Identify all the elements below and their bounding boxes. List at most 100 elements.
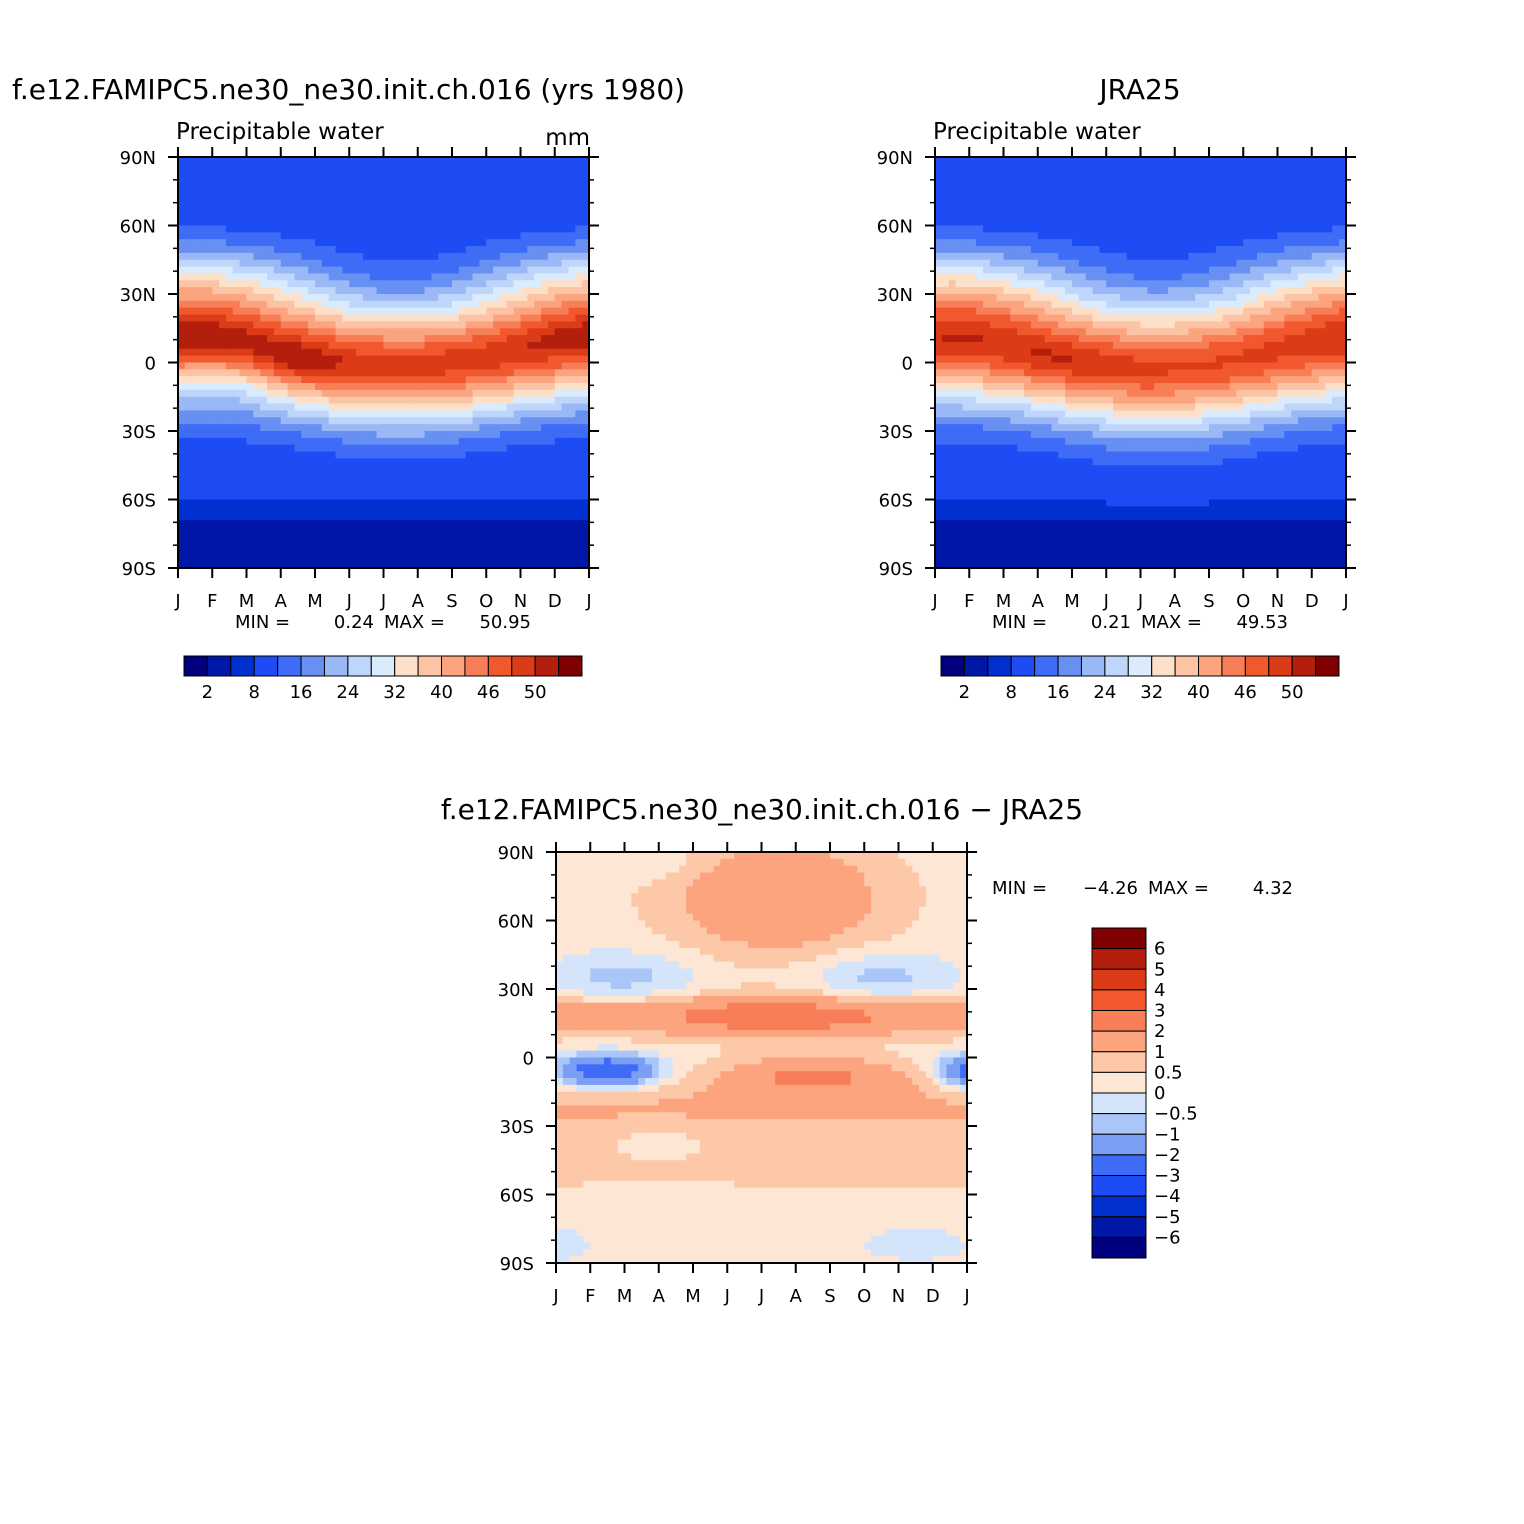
- field-cell: [219, 335, 227, 343]
- field-cell: [561, 472, 570, 480]
- field-cell: [294, 218, 302, 227]
- field-cell: [1243, 266, 1251, 275]
- field-cell: [410, 259, 419, 268]
- field-cell: [969, 259, 977, 268]
- field-cell: [554, 211, 563, 220]
- field-cell: [383, 204, 391, 213]
- field-cell: [534, 266, 542, 275]
- field-cell: [1167, 225, 1176, 233]
- field-cell: [541, 554, 549, 562]
- field-cell: [520, 259, 528, 268]
- field-cell: [575, 499, 583, 507]
- field-cell: [315, 424, 323, 432]
- field-cell: [1167, 163, 1176, 172]
- field-cell: [582, 554, 590, 562]
- field-cell: [239, 526, 248, 535]
- field-cell: [397, 520, 405, 528]
- field-cell: [1311, 204, 1320, 213]
- field-cell: [369, 191, 378, 199]
- field-cell: [267, 410, 275, 418]
- field-cell: [554, 348, 563, 357]
- field-cell: [1339, 177, 1347, 185]
- field-cell: [1202, 177, 1210, 185]
- field-cell: [1277, 259, 1285, 268]
- field-cell: [225, 376, 234, 384]
- field-cell: [955, 294, 963, 302]
- field-cell: [1174, 163, 1183, 172]
- field-cell: [376, 239, 385, 247]
- field-cell: [390, 389, 398, 398]
- field-cell: [1167, 184, 1176, 192]
- field-cell: [520, 280, 528, 288]
- field-cell: [205, 157, 213, 165]
- field-cell: [554, 294, 563, 302]
- field-cell: [1037, 157, 1046, 165]
- field-cell: [376, 211, 385, 220]
- field-cell: [253, 396, 261, 405]
- field-cell: [499, 389, 508, 398]
- field-cell: [486, 170, 494, 179]
- field-cell: [568, 492, 576, 501]
- field-cell: [941, 163, 950, 172]
- field-cell: [1133, 294, 1142, 302]
- field-cell: [1085, 266, 1094, 275]
- field-cell: [342, 266, 350, 275]
- field-cell: [253, 451, 261, 459]
- field-cell: [1065, 266, 1073, 275]
- field-cell: [178, 472, 186, 480]
- field-cell: [431, 157, 439, 165]
- field-cell: [534, 259, 542, 268]
- field-cell: [184, 294, 193, 302]
- field-cell: [534, 403, 542, 412]
- field-cell: [328, 321, 337, 329]
- field-cell: [287, 252, 296, 261]
- field-cell: [260, 177, 268, 185]
- field-cell: [561, 198, 570, 206]
- field-cell: [321, 328, 330, 336]
- field-cell: [1256, 280, 1265, 288]
- panel-model: f.e12.FAMIPC5.ne30_ne30.init.ch.016 (yrs…: [12, 73, 685, 703]
- field-cell: [568, 376, 576, 384]
- field-cell: [1126, 198, 1135, 206]
- field-cell: [1147, 218, 1155, 227]
- field-cell: [458, 355, 467, 364]
- field-cell: [342, 431, 350, 439]
- field-cell: [301, 218, 309, 227]
- field-cell: [397, 239, 405, 247]
- field-cell: [1188, 273, 1196, 281]
- field-cell: [547, 307, 556, 316]
- field-cell: [191, 335, 200, 343]
- field-cell: [301, 198, 309, 206]
- field-cell: [342, 239, 350, 247]
- field-cell: [246, 526, 254, 535]
- field-cell: [376, 431, 385, 439]
- field-cell: [424, 485, 433, 494]
- field-cell: [1037, 177, 1046, 185]
- field-cell: [493, 533, 501, 542]
- field-cell: [1024, 246, 1032, 254]
- field-cell: [315, 218, 323, 227]
- field-cell: [232, 492, 241, 501]
- field-cell: [301, 246, 309, 254]
- field-cell: [465, 561, 474, 569]
- field-cell: [376, 328, 385, 336]
- field-cell: [246, 451, 254, 459]
- field-cell: [479, 403, 487, 412]
- field-cell: [184, 458, 193, 466]
- field-cell: [458, 540, 467, 549]
- field-cell: [1058, 246, 1066, 254]
- field-cell: [445, 561, 453, 569]
- field-cell: [431, 280, 439, 288]
- field-cell: [410, 533, 419, 542]
- field-cell: [458, 341, 467, 350]
- field-cell: [1147, 287, 1155, 295]
- field-cell: [225, 191, 234, 199]
- field-cell: [582, 280, 590, 288]
- field-cell: [547, 280, 556, 288]
- field-cell: [287, 554, 296, 562]
- field-cell: [1291, 239, 1299, 247]
- field-cell: [506, 211, 515, 220]
- field-cell: [301, 314, 309, 322]
- field-cell: [452, 266, 460, 275]
- field-cell: [499, 307, 508, 316]
